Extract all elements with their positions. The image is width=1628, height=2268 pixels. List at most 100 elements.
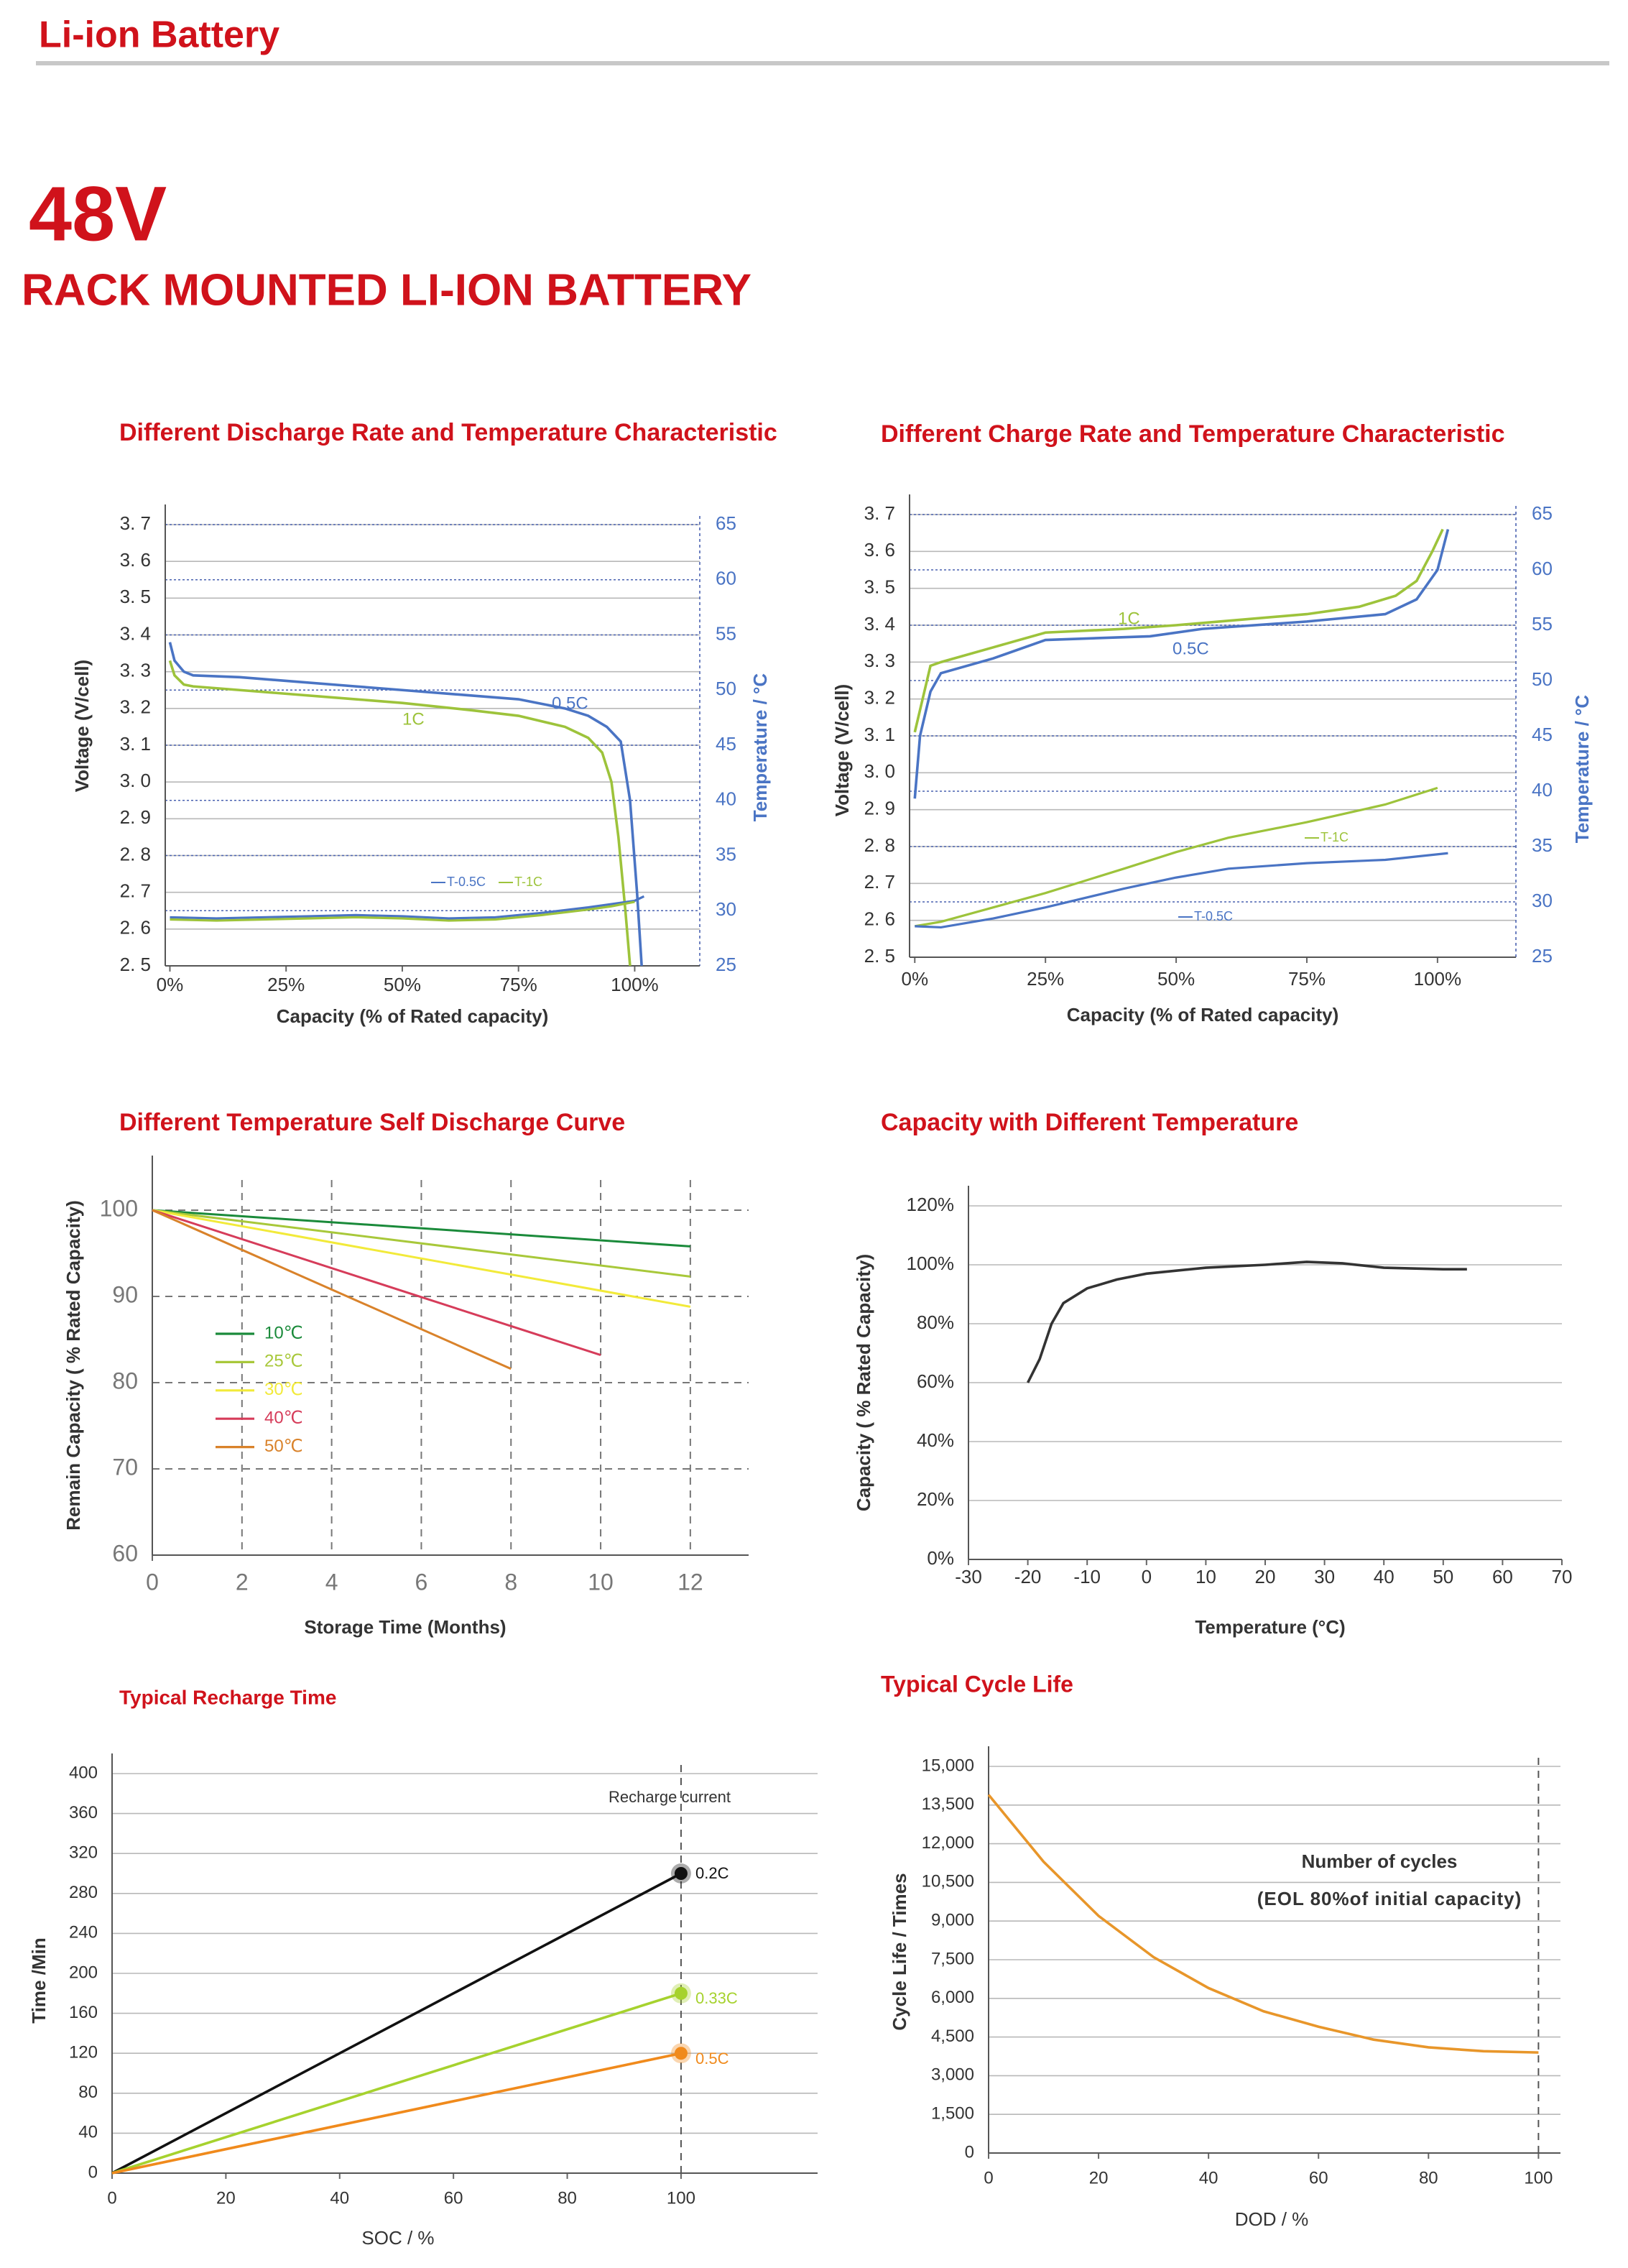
x-tick-label: 0 (146, 1569, 159, 1595)
chart-title: Typical Cycle Life (881, 1671, 1073, 1697)
x-tick-label: 100 (667, 2188, 695, 2208)
series-label: T-1C (514, 875, 542, 889)
x-tick-label: 0 (984, 2168, 993, 2188)
y-axis-label: Voltage (V/cell) (71, 660, 93, 792)
y-tick-label: 3. 7 (864, 502, 895, 524)
x-tick-label: -30 (955, 1566, 982, 1587)
series-label: T-1C (1321, 830, 1349, 844)
legend-label: 50℃ (264, 1437, 303, 1456)
y-tick-label: 3. 0 (864, 760, 895, 782)
y-tick-label: 3. 3 (864, 650, 895, 671)
x-axis-label: Capacity (% of Rated capacity) (1067, 1004, 1339, 1025)
chart-title: Different Discharge Rate and Temperature… (119, 419, 777, 446)
y-axis-label: Time /Min (28, 1937, 50, 2023)
y-tick-label: 0 (88, 2162, 98, 2182)
y2-tick-label: 60 (716, 568, 736, 589)
x-axis-label: Temperature (°C) (1195, 1616, 1345, 1638)
x-tick-label: 6 (415, 1569, 428, 1595)
y-tick-label: 13,500 (922, 1794, 974, 1814)
y2-tick-label: 25 (1532, 945, 1553, 967)
x-tick-label: 40 (1199, 2168, 1218, 2188)
x-axis-label: Capacity (% of Rated capacity) (277, 1005, 549, 1027)
series-line (170, 895, 645, 920)
y2-tick-label: 50 (716, 678, 736, 699)
y-tick-label: 400 (69, 1763, 98, 1782)
series-line (168, 660, 632, 967)
x-tick-label: 20 (216, 2188, 236, 2208)
x-tick-label: -10 (1073, 1566, 1101, 1587)
y-tick-label: 6,000 (931, 1988, 974, 2007)
y-tick-label: 3. 2 (120, 696, 151, 718)
series-line (152, 1209, 691, 1278)
y-tick-label: 100% (907, 1253, 955, 1274)
y-tick-label: 160 (69, 2003, 98, 2022)
y-tick-label: 2. 5 (864, 945, 895, 967)
y2-tick-label: 55 (716, 622, 736, 644)
chart-title: Capacity with Different Temperature (881, 1109, 1298, 1136)
x-tick-label: 80 (1419, 2168, 1438, 2188)
series-line (168, 642, 643, 967)
series-label: 0.33C (695, 1989, 738, 2007)
x-tick-label: 20 (1089, 2168, 1109, 2188)
series-line (1026, 1260, 1467, 1383)
series-line (152, 1209, 690, 1248)
chart-title: Different Temperature Self Discharge Cur… (119, 1109, 625, 1136)
y2-tick-label: 30 (716, 898, 736, 920)
series-line (915, 852, 1448, 929)
series-line (111, 2052, 682, 2175)
x-tick-label: 8 (504, 1569, 517, 1595)
x-tick-label: 40 (1374, 1566, 1395, 1587)
x-tick-label: 25% (267, 974, 305, 995)
y-tick-label: 2. 8 (120, 843, 151, 865)
x-tick-label: 20 (1255, 1566, 1276, 1587)
y2-tick-label: 45 (1532, 724, 1553, 745)
y-tick-label: 0 (965, 2142, 974, 2162)
x-tick-label: 75% (1288, 968, 1326, 990)
y-tick-label: 90 (112, 1281, 138, 1307)
y-tick-label: 40% (917, 1429, 954, 1451)
y-tick-label: 320 (69, 1843, 98, 1863)
x-tick-label: 50 (1433, 1566, 1453, 1587)
y-tick-label: 2. 7 (120, 880, 151, 902)
y-tick-label: 3. 5 (120, 586, 151, 607)
y-tick-label: 40 (78, 2123, 98, 2142)
y-tick-label: 2. 9 (120, 806, 151, 828)
legend-label: 25℃ (264, 1352, 303, 1371)
y-tick-label: 3,000 (931, 2065, 974, 2085)
y-tick-label: 2. 8 (864, 834, 895, 856)
y-tick-label: 360 (69, 1803, 98, 1822)
x-tick-label: 60 (1309, 2168, 1328, 2188)
y-tick-label: 80 (112, 1368, 138, 1393)
y-tick-label: 60 (112, 1540, 138, 1566)
y-axis-label: Voltage (V/cell) (831, 684, 853, 816)
x-tick-label: 4 (325, 1569, 338, 1595)
x-tick-label: 100% (1414, 968, 1462, 990)
y2-tick-label: 50 (1532, 668, 1553, 690)
x-tick-label: 30 (1314, 1566, 1335, 1587)
y-tick-label: 80 (78, 2083, 98, 2102)
y-axis-label: Cycle Life / Times (889, 1873, 910, 2030)
y2-axis-label: Temperature / °C (749, 673, 771, 822)
series-line (987, 1794, 1539, 2054)
x-tick-label: 50% (1157, 968, 1195, 990)
x-tick-label: 50% (384, 974, 421, 995)
x-tick-label: 0% (157, 974, 184, 995)
x-tick-label: 12 (677, 1569, 703, 1595)
y-tick-label: 3. 4 (120, 622, 151, 644)
series-label: 0.5C (1173, 639, 1209, 658)
y-tick-label: 3. 0 (120, 770, 151, 791)
series-label: 0.5C (552, 693, 588, 713)
series-line (913, 528, 1444, 733)
marker (674, 1986, 688, 2000)
y2-tick-label: 60 (1532, 558, 1553, 579)
series-label: 0.2C (695, 1864, 729, 1882)
y-tick-label: 80% (917, 1312, 954, 1333)
y-tick-label: 4,500 (931, 2027, 974, 2046)
y-axis-label: Remain Capacity ( % Rated Capacity) (63, 1200, 84, 1530)
x-tick-label: 10 (1195, 1566, 1216, 1587)
x-tick-label: 100 (1524, 2168, 1553, 2188)
y-tick-label: 15,000 (922, 1756, 974, 1775)
y-tick-label: 9,000 (931, 1911, 974, 1930)
series-line (111, 1872, 682, 2175)
x-tick-label: -20 (1014, 1566, 1042, 1587)
